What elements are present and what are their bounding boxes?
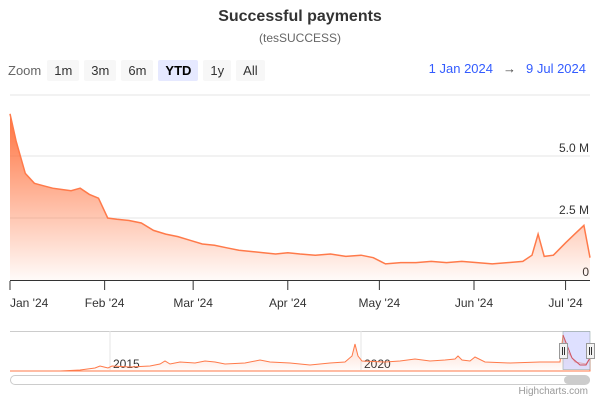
area-series	[10, 113, 590, 280]
y-axis-label: 2.5 M	[559, 203, 589, 217]
navigator-handle-right[interactable]	[586, 343, 595, 359]
navigator-series	[10, 334, 591, 372]
date-range: 1 Jan 2024 → 9 Jul 2024	[429, 61, 586, 76]
scrollbar-thumb[interactable]	[564, 376, 590, 384]
chart-title: Successful payments	[218, 8, 382, 25]
series-line	[9, 113, 591, 265]
x-axis-label: May '24	[359, 296, 401, 310]
x-axis-label: Jan '24	[10, 296, 49, 310]
range-button-1m[interactable]: 1m	[47, 60, 80, 81]
arrow-right-icon: →	[503, 61, 516, 76]
navigator-handle-left[interactable]	[559, 343, 568, 359]
zoom-label: Zoom	[8, 63, 42, 78]
x-axis-label: Mar '24	[173, 296, 213, 310]
x-axis-label: Apr '24	[269, 296, 307, 310]
range-button-6m[interactable]: 6m	[121, 60, 154, 81]
range-button-1y[interactable]: 1y	[203, 60, 232, 81]
y-axis-label: 5.0 M	[559, 141, 589, 155]
range-button-all[interactable]: All	[236, 60, 265, 81]
credits-link[interactable]: Highcharts.com	[518, 386, 588, 397]
x-axis-label: Jun '24	[455, 296, 494, 310]
range-button-3m[interactable]: 3m	[84, 60, 117, 81]
x-axis-ticks: Jan '24 Feb '24 Mar '24 Apr '24 May '24 Jun '…	[9, 281, 583, 310]
range-selector: Zoom 1m 3m 6m YTD 1y All	[8, 60, 270, 81]
range-button-ytd[interactable]: YTD	[158, 60, 199, 81]
x-axis-label: Feb '24	[85, 296, 125, 310]
date-from-input[interactable]: 1 Jan 2024	[428, 61, 493, 76]
scrollbar[interactable]	[10, 375, 591, 385]
date-to-input[interactable]: 9 Jul 2024	[526, 61, 586, 76]
x-axis-label: Jul '24	[548, 296, 583, 310]
navigator[interactable]: 2015 2020	[10, 331, 595, 372]
chart-subtitle: (tesSUCCESS)	[258, 31, 341, 45]
